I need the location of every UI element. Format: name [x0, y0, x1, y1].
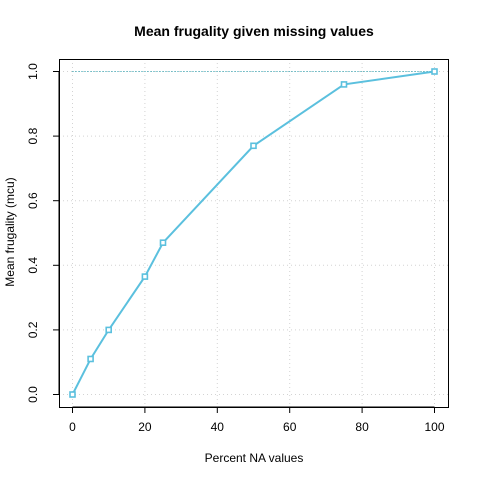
- data-point: [105, 326, 112, 334]
- plot-frame: [59, 59, 449, 408]
- series-line: [71, 70, 435, 395]
- y-tick-label: 1.0: [26, 63, 40, 80]
- chart-title: Mean frugality given missing values: [134, 23, 374, 39]
- x-tick-label: 0: [69, 420, 76, 434]
- x-tick-label: 100: [424, 420, 444, 434]
- data-point: [141, 273, 149, 280]
- x-tick-label: 40: [211, 420, 225, 434]
- series-markers: [69, 68, 438, 398]
- data-point: [431, 68, 438, 75]
- data-point: [250, 142, 257, 150]
- x-tick-label: 80: [355, 420, 369, 434]
- y-axis-label: Mean frugality (mcu): [3, 177, 17, 286]
- data-point: [69, 391, 76, 398]
- data-point: [87, 355, 94, 363]
- y-tick-label: 0.2: [26, 321, 40, 338]
- x-tick-label: 60: [283, 420, 297, 434]
- x-axis-label: Percent NA values: [205, 451, 304, 465]
- y-tick-label: 0.4: [26, 257, 40, 274]
- y-tick-label: 0.6: [26, 192, 40, 209]
- grid: [59, 59, 448, 407]
- data-point: [340, 81, 348, 88]
- x-axis: 0 20 40 60 80 100: [69, 406, 445, 434]
- y-axis: 0.0 0.2 0.4 0.6 0.8 1.0: [26, 63, 60, 403]
- data-point: [159, 239, 167, 246]
- y-tick-label: 0.8: [26, 127, 40, 144]
- x-tick-label: 20: [138, 420, 152, 434]
- y-tick-label: 0.0: [26, 386, 40, 403]
